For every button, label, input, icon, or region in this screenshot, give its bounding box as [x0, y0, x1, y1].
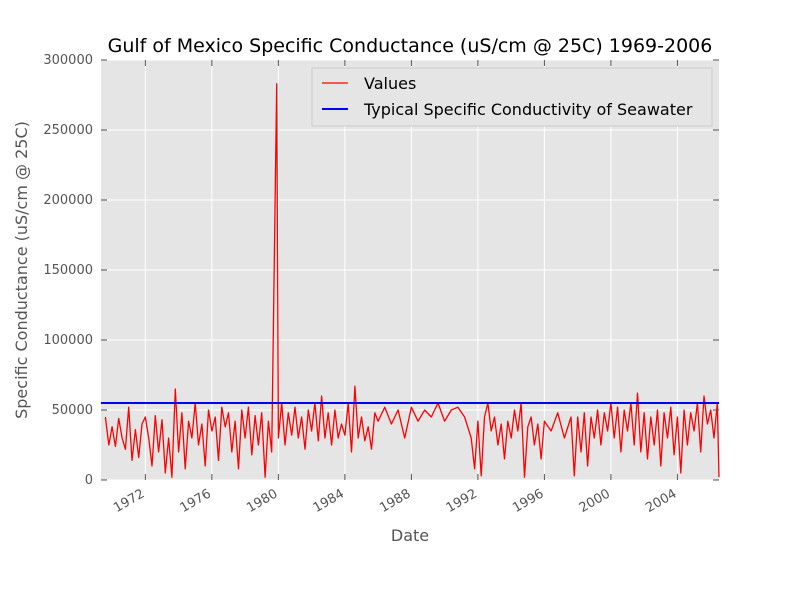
y-tick-label: 300000: [43, 53, 93, 68]
x-tick-label: 1996: [510, 486, 546, 516]
legend-label-seawater: Typical Specific Conductivity of Seawate…: [363, 100, 693, 119]
x-tick-label: 1992: [444, 486, 480, 516]
legend-label-values: Values: [364, 74, 416, 93]
x-tick-label: 1988: [377, 486, 413, 516]
x-tick-label: 1980: [244, 486, 280, 516]
x-tick-label: 2004: [643, 486, 679, 516]
legend-box: [311, 67, 713, 127]
y-tick-label: 200000: [43, 193, 93, 208]
chart-title: Gulf of Mexico Specific Conductance (uS/…: [108, 35, 713, 57]
y-tick-label: 0: [85, 473, 93, 488]
x-tick-label: 1972: [111, 486, 147, 516]
y-axis-label: Specific Conductance (uS/cm @ 25C): [12, 121, 31, 419]
x-tick-label: 1976: [178, 486, 214, 516]
x-axis-label: Date: [391, 526, 429, 545]
y-axis: 0 50000 100000 150000 200000 250000 300000: [43, 53, 719, 488]
y-tick-label: 150000: [43, 263, 93, 278]
y-tick-label: 250000: [43, 123, 93, 138]
series-layer: [101, 83, 720, 478]
grid: [101, 59, 719, 481]
x-tick-label: 1984: [311, 486, 347, 516]
legend: Values Typical Specific Conductivity of …: [311, 67, 713, 127]
x-tick-label: 2000: [577, 486, 613, 516]
y-tick-label: 50000: [52, 403, 93, 418]
y-tick-label: 100000: [43, 333, 93, 348]
series-line-values: [104, 83, 720, 478]
